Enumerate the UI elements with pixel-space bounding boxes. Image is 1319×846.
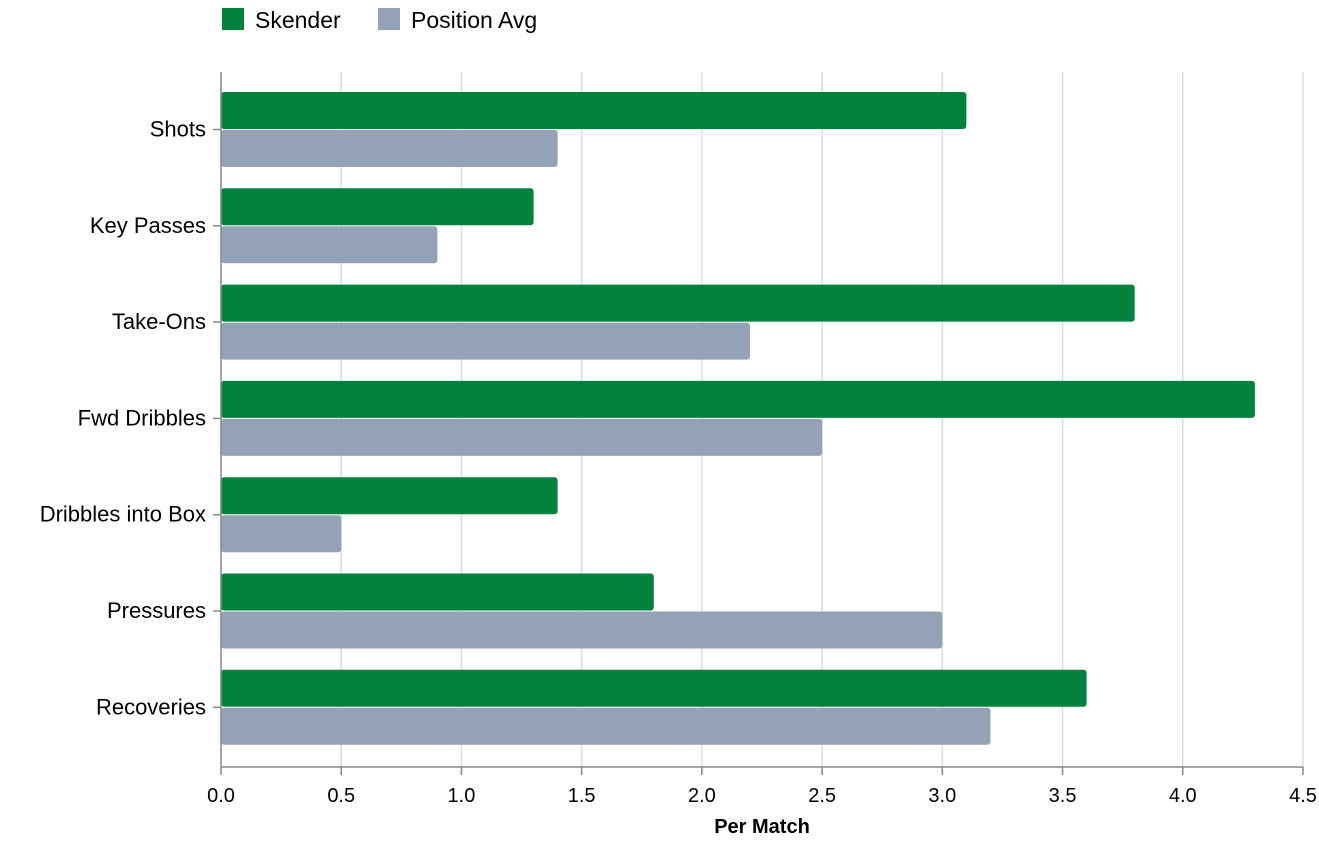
bar-skender [221, 92, 967, 129]
gridlines [340, 72, 1304, 767]
bar-skender [221, 284, 1135, 322]
x-axis-title: Per Match [714, 816, 810, 838]
category-label: Recoveries [96, 694, 206, 719]
category-label: Shots [150, 117, 206, 142]
bar-position-avg [221, 515, 342, 553]
x-tick-label: 4.5 [1289, 785, 1317, 807]
bar-skender [221, 669, 1087, 707]
bar-position-avg [221, 130, 558, 167]
category-label: Pressures [107, 598, 206, 623]
x-tick-label: 1.0 [448, 785, 476, 807]
category-label: Key Passes [90, 213, 206, 238]
bar-position-avg [221, 611, 943, 649]
bar-skender [221, 477, 558, 515]
x-tick-label: 2.5 [808, 785, 836, 807]
x-tick-label: 3.5 [1049, 785, 1077, 807]
x-tick-label: 0.5 [327, 785, 355, 807]
bar-position-avg [221, 322, 750, 360]
bar-skender [221, 188, 534, 226]
category-label: Take-Ons [112, 309, 206, 334]
axes: 0.0 0.5 1.0 1.5 2.0 2.5 3.0 3.5 4.0 4.5 Shots Key P… [40, 72, 1317, 807]
legend-label: Position Avg [411, 7, 537, 33]
x-tick-label: 4.0 [1169, 785, 1197, 807]
x-tick-label: 0.0 [207, 785, 235, 807]
x-tick-label: 3.0 [928, 785, 956, 807]
x-tick-label: 1.5 [568, 785, 596, 807]
bar-position-avg [221, 418, 823, 456]
legend: Skender Position Avg [222, 7, 537, 33]
category-label: Fwd Dribbles [78, 405, 206, 430]
bar-position-avg [221, 226, 438, 264]
bar-skender [221, 573, 654, 611]
x-tick-label: 2.0 [688, 785, 716, 807]
category-label: Dribbles into Box [40, 502, 206, 527]
bar-position-avg [221, 707, 991, 745]
bars [221, 92, 1255, 745]
bar-skender [221, 380, 1255, 418]
legend-swatch [222, 8, 244, 30]
legend-label: Skender [255, 7, 341, 33]
legend-swatch [378, 8, 400, 30]
